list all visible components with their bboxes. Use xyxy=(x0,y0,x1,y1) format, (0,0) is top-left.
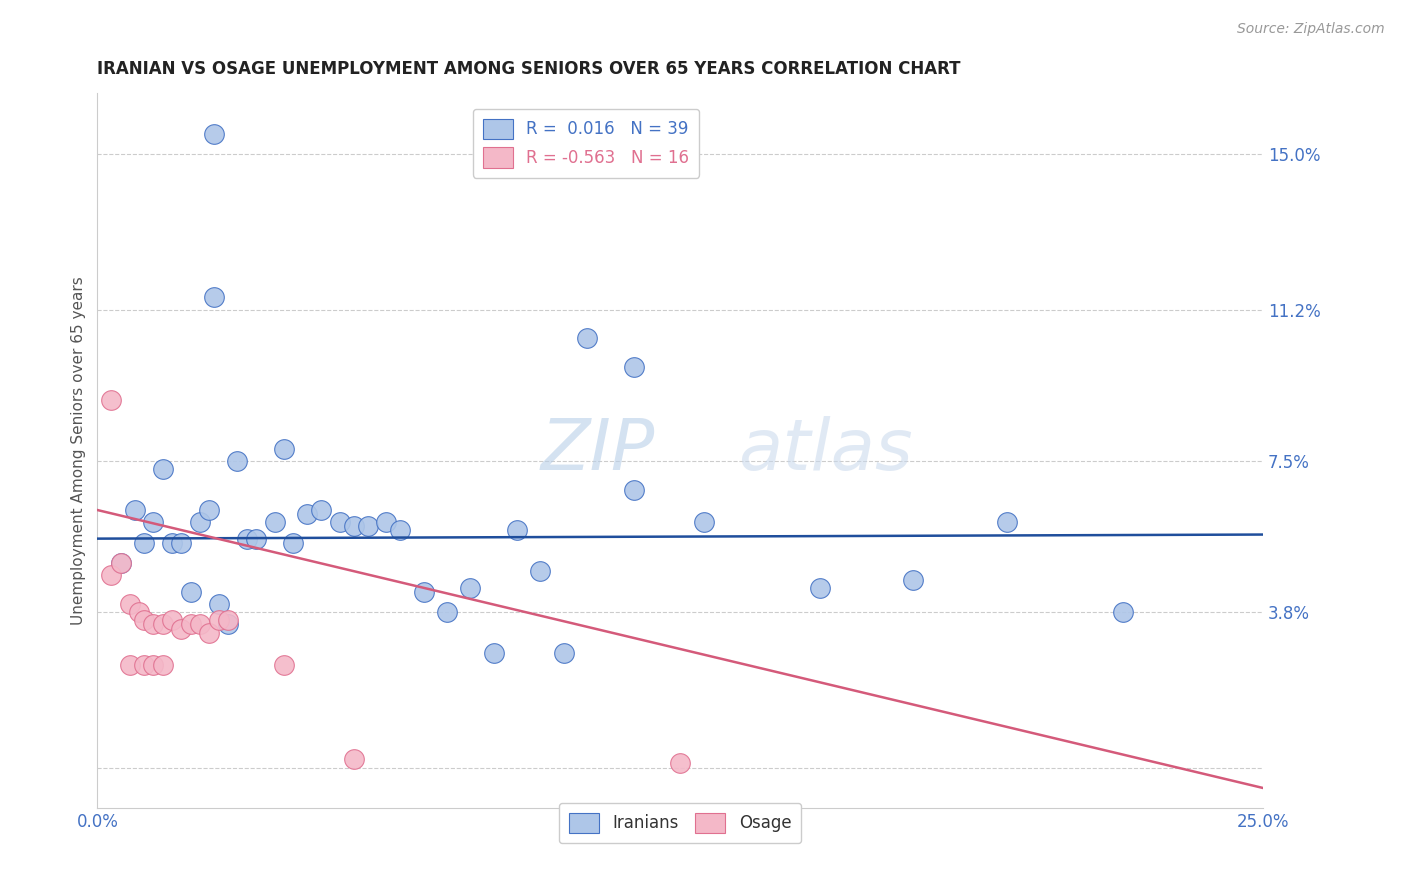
Point xyxy=(128,605,150,619)
Point xyxy=(170,622,193,636)
Point xyxy=(132,535,155,549)
Point xyxy=(110,556,132,570)
Point xyxy=(180,584,202,599)
Point xyxy=(412,584,434,599)
Point xyxy=(132,658,155,673)
Text: Source: ZipAtlas.com: Source: ZipAtlas.com xyxy=(1237,22,1385,37)
Point xyxy=(217,617,239,632)
Text: IRANIAN VS OSAGE UNEMPLOYMENT AMONG SENIORS OVER 65 YEARS CORRELATION CHART: IRANIAN VS OSAGE UNEMPLOYMENT AMONG SENI… xyxy=(97,60,960,78)
Point xyxy=(460,581,482,595)
Point xyxy=(357,519,380,533)
Point xyxy=(207,614,229,628)
Point xyxy=(329,516,352,530)
Point xyxy=(198,503,221,517)
Point xyxy=(142,617,165,632)
Point xyxy=(142,658,165,673)
Point xyxy=(575,331,598,345)
Point xyxy=(188,617,211,632)
Point xyxy=(198,625,221,640)
Text: atlas: atlas xyxy=(738,417,912,485)
Point xyxy=(188,516,211,530)
Point xyxy=(100,568,122,582)
Point xyxy=(692,516,714,530)
Point xyxy=(995,516,1018,530)
Point xyxy=(482,646,505,660)
Point xyxy=(152,462,174,476)
Point xyxy=(436,605,458,619)
Y-axis label: Unemployment Among Seniors over 65 years: Unemployment Among Seniors over 65 years xyxy=(72,277,86,625)
Point xyxy=(202,290,225,304)
Point xyxy=(217,614,239,628)
Point xyxy=(170,535,193,549)
Point xyxy=(343,752,366,766)
Point xyxy=(118,597,141,611)
Point xyxy=(903,573,925,587)
Point xyxy=(152,658,174,673)
Point xyxy=(273,658,295,673)
Point xyxy=(1112,605,1135,619)
Point xyxy=(343,519,366,533)
Point xyxy=(623,483,645,497)
Point xyxy=(553,646,575,660)
Text: ZIP: ZIP xyxy=(540,417,655,485)
Point xyxy=(245,532,267,546)
Point xyxy=(389,524,412,538)
Point xyxy=(100,392,122,407)
Point xyxy=(142,516,165,530)
Point xyxy=(529,565,551,579)
Point xyxy=(669,756,692,771)
Point xyxy=(235,532,257,546)
Point xyxy=(506,524,529,538)
Point xyxy=(623,359,645,374)
Legend: Iranians, Osage: Iranians, Osage xyxy=(560,803,801,843)
Point xyxy=(180,617,202,632)
Point xyxy=(152,617,174,632)
Point xyxy=(202,127,225,141)
Point xyxy=(118,658,141,673)
Point xyxy=(283,535,305,549)
Point xyxy=(309,503,332,517)
Point xyxy=(808,581,831,595)
Point xyxy=(226,454,249,468)
Point xyxy=(375,516,398,530)
Point xyxy=(263,516,285,530)
Point xyxy=(132,614,155,628)
Point xyxy=(273,442,295,456)
Point xyxy=(124,503,146,517)
Point xyxy=(207,597,229,611)
Point xyxy=(295,507,318,521)
Point xyxy=(160,535,183,549)
Point xyxy=(110,556,132,570)
Point xyxy=(160,614,183,628)
